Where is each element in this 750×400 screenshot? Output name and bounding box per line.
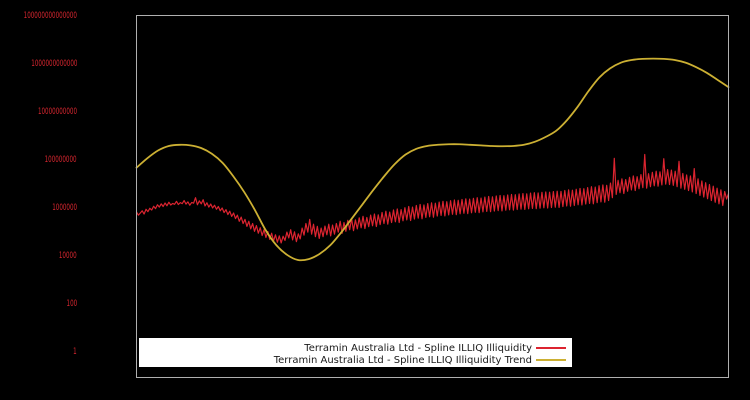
legend-label-illiquidity-trend: Terramin Australia Ltd - Spline ILLIQ Il… [273, 354, 532, 366]
ytick-label-7: 1 [73, 347, 77, 357]
legend-label-illiquidity: Terramin Australia Ltd - Spline ILLIQ Il… [304, 342, 532, 354]
ytick-label-3: 100000000 [45, 155, 77, 165]
ytick-label-6: 100 [66, 299, 77, 309]
ytick-label-5: 10000 [59, 251, 77, 261]
legend-item-illiquidity: Terramin Australia Ltd - Spline ILLIQ Il… [139, 341, 572, 355]
series-line-0 [135, 153, 730, 244]
legend-item-illiquidity-trend: Terramin Australia Ltd - Spline ILLIQ Il… [139, 353, 572, 367]
series-layer [135, 57, 730, 262]
ytick-label-4: 1000000 [52, 203, 77, 213]
ytick-label-1: 1000000000000 [30, 59, 77, 69]
legend-swatch-illiquidity [536, 347, 566, 349]
ytick-label-0: 100000000000000 [23, 11, 77, 21]
ytick-label-2: 10000000000 [37, 107, 77, 117]
legend-swatch-illiquidity-trend [536, 359, 566, 361]
series-line-1 [135, 57, 730, 262]
plot-frame [136, 15, 729, 378]
chart-legend: Terramin Australia Ltd - Spline ILLIQ Il… [139, 338, 572, 367]
